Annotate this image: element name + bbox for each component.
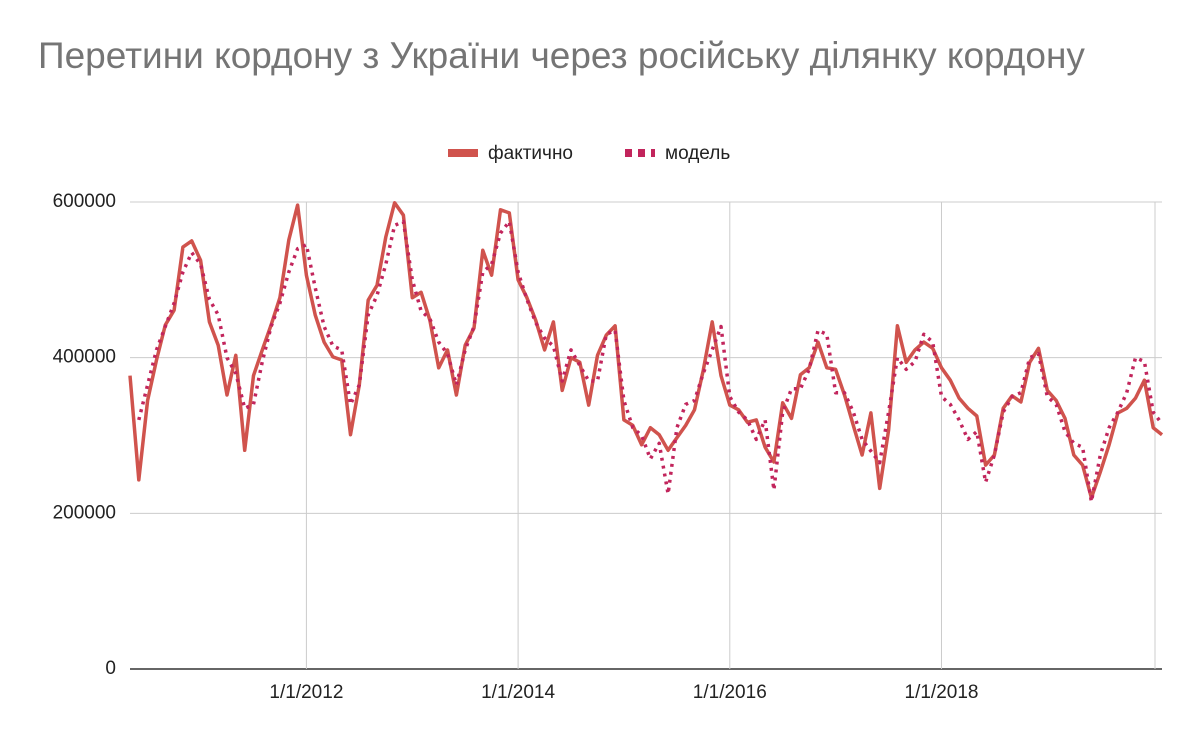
legend-label: модель xyxy=(665,143,730,164)
series-line xyxy=(137,219,1164,504)
series-line xyxy=(128,201,1164,500)
x-tick-label: 1/1/2018 xyxy=(905,682,979,703)
y-tick-label: 600000 xyxy=(53,191,116,212)
x-tick-label: 1/1/2016 xyxy=(693,682,767,703)
y-tick-label: 200000 xyxy=(53,502,116,523)
x-tick-label: 1/1/2014 xyxy=(481,682,555,703)
x-tick-label: 1/1/2012 xyxy=(269,682,343,703)
y-tick-label: 400000 xyxy=(53,347,116,368)
chart-title: Перетини кордону з України через російсь… xyxy=(38,35,1085,76)
y-tick-label: 0 xyxy=(105,658,116,679)
legend-label: фактично xyxy=(488,143,573,164)
